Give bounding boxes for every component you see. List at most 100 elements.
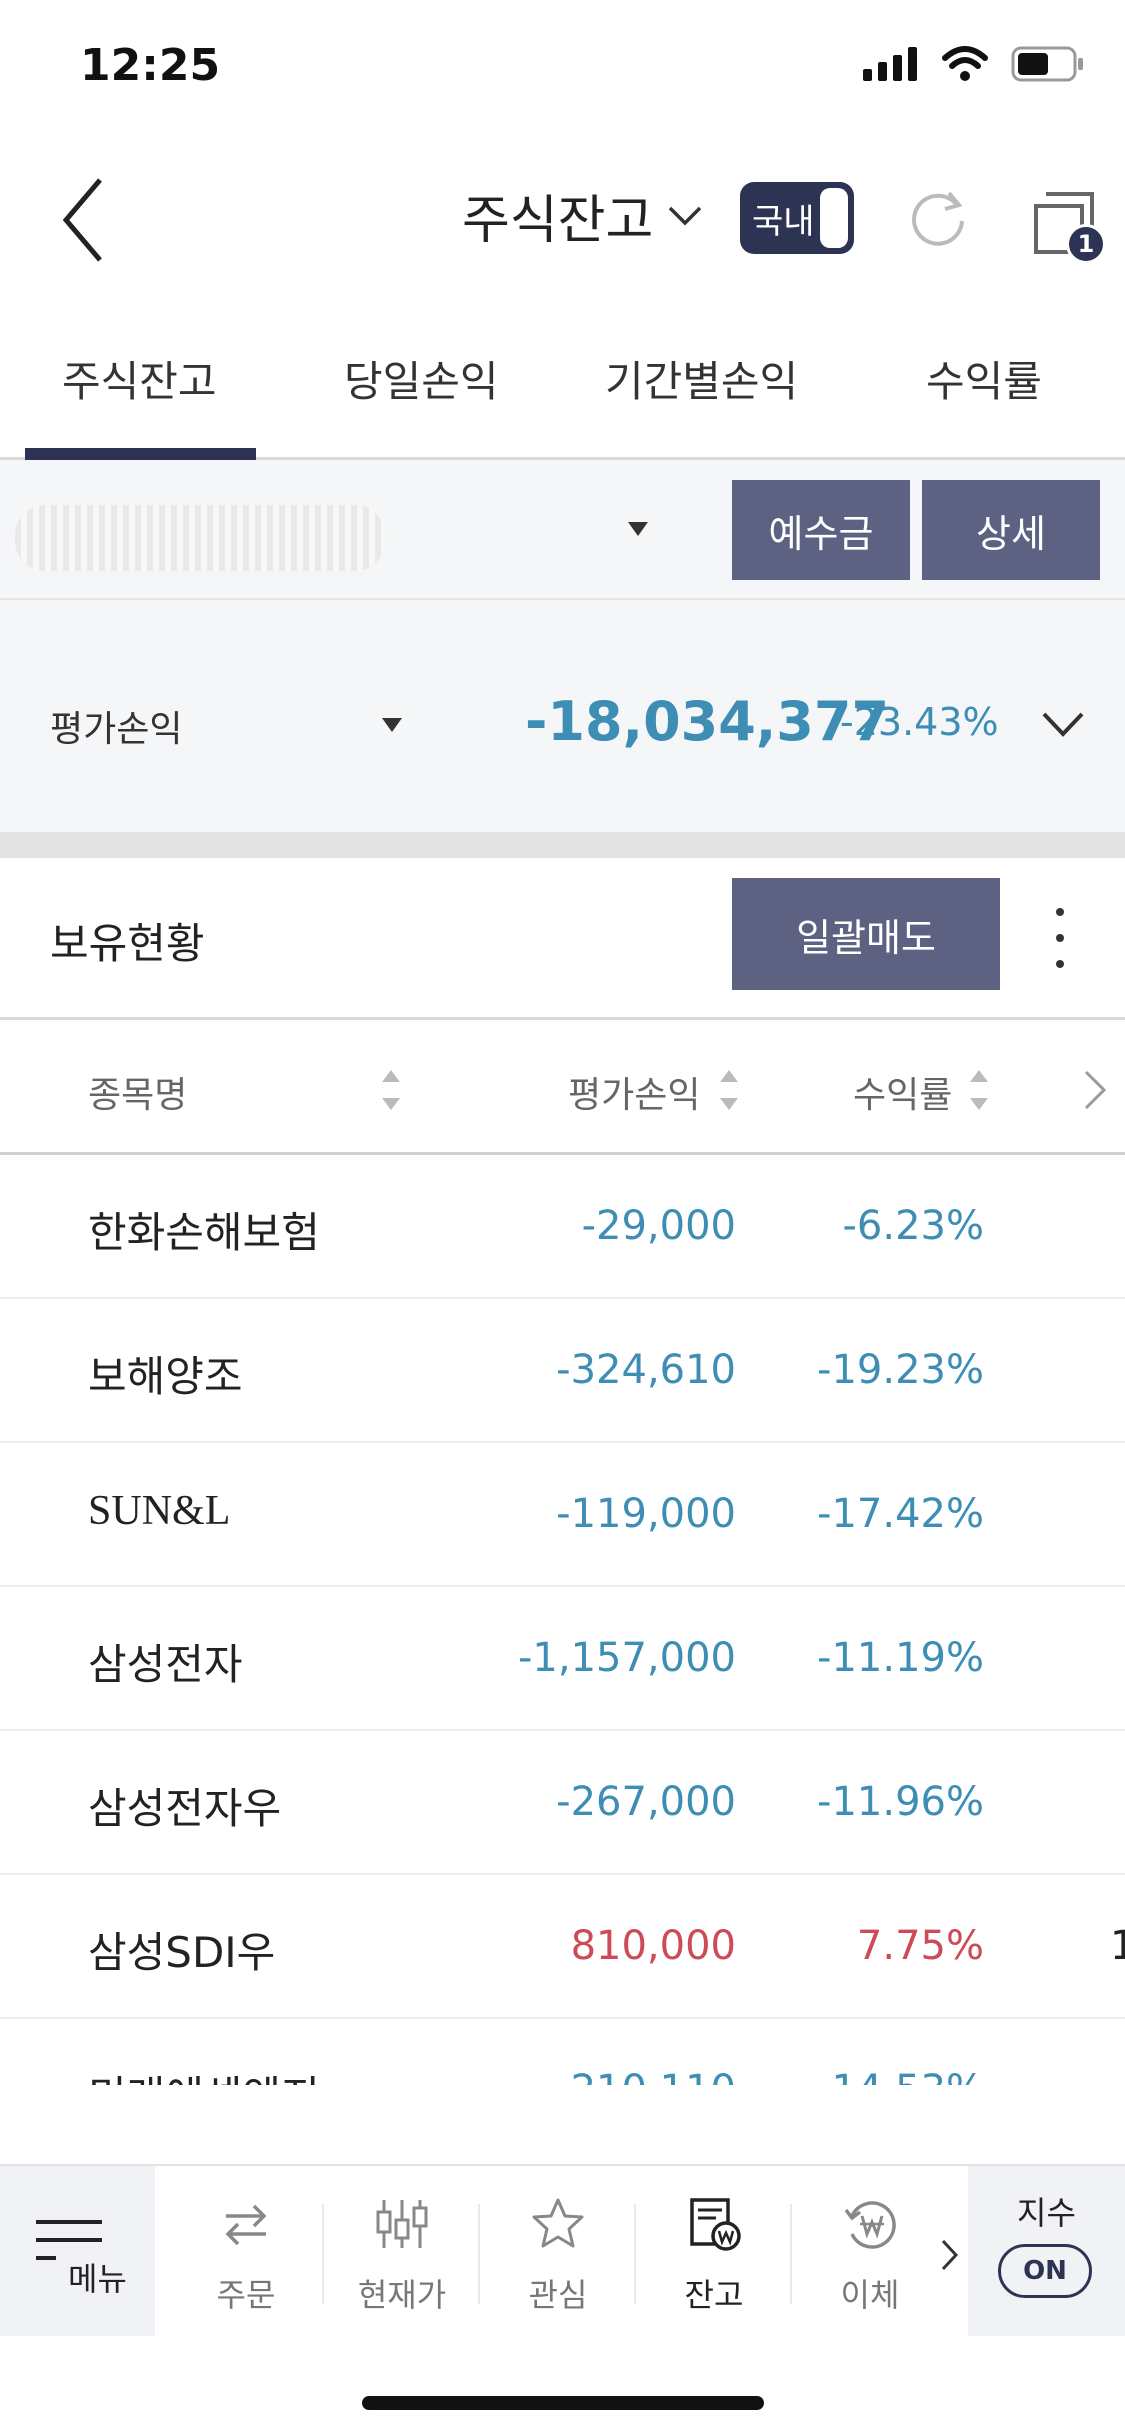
holdings-title: 보유현황 (50, 919, 205, 968)
table-row[interactable]: 미래에셋엔지 -210,110 -14.53% (0, 2019, 1125, 2085)
holdings-list: 한화손해보험 -29,000 -6.23% 보해양조 -324,610 -19.… (0, 1155, 1125, 2085)
stock-pl: -1,157,000 (517, 1635, 736, 1681)
table-row[interactable]: 삼성전자 -1,157,000 -11.19% (0, 1587, 1125, 1731)
stock-rate: -17.42% (817, 1491, 984, 1537)
stock-name: 한화손해보험 (88, 1208, 320, 1257)
tab-return-rate[interactable]: 수익률 (926, 357, 1042, 406)
signal-icon (863, 47, 917, 81)
nav-transfer[interactable]: 이체 (792, 2166, 948, 2336)
nav-separator (634, 2204, 636, 2304)
battery-icon (1011, 46, 1083, 82)
swap-icon (225, 2204, 267, 2246)
tab-period-pl[interactable]: 기간별손익 (605, 357, 799, 406)
index-toggle-button[interactable]: ON (998, 2244, 1092, 2298)
nav-watchlist[interactable]: 관심 (480, 2166, 636, 2336)
deposit-button[interactable]: 예수금 (732, 480, 910, 580)
stock-name: SUN&L (88, 1488, 231, 1534)
sort-name-icon[interactable] (382, 1070, 400, 1110)
market-toggle-label: 국내 (752, 201, 815, 242)
back-button[interactable] (50, 170, 120, 270)
chevron-down-icon (669, 206, 702, 225)
pl-summary: 평가손익 -18,034,377 -23.43% (0, 600, 1125, 832)
page-title: 주식잔고 (462, 191, 654, 251)
table-row[interactable]: SUN&L -119,000 -17.42% (0, 1443, 1125, 1587)
column-name[interactable]: 종목명 (88, 1075, 188, 1116)
nav-more-chevron-icon[interactable] (940, 2238, 960, 2272)
nav-order[interactable]: 주문 (168, 2166, 324, 2336)
detail-button[interactable]: 상세 (922, 480, 1100, 580)
menu-label: 메뉴 (68, 2260, 127, 2298)
window-list-button[interactable]: 1 (1030, 188, 1106, 264)
bottom-nav: 메뉴 주문 현재가 관심 (0, 2164, 1125, 2336)
chevron-right-icon[interactable] (1080, 1068, 1110, 1112)
summary-dropdown-icon[interactable] (382, 718, 402, 732)
header: 주식잔고 국내 1 (0, 140, 1125, 300)
stock-rate: 7.75% (856, 1923, 984, 1969)
stock-rate: -19.23% (817, 1347, 984, 1393)
active-tab-indicator (25, 448, 256, 460)
stock-pl: -267,000 (556, 1779, 736, 1825)
toggle-knob (820, 188, 848, 248)
summary-label[interactable]: 평가손익 (50, 709, 183, 750)
nav-current-price[interactable]: 현재가 (324, 2166, 480, 2336)
status-bar: 12:25 (0, 0, 1125, 140)
stock-rate: -11.19% (817, 1635, 984, 1681)
stock-rate: -11.96% (817, 1779, 984, 1825)
index-label: 지수 (1017, 2194, 1076, 2232)
tab-stock-balance[interactable]: 주식잔고 (62, 357, 217, 406)
sort-pl-icon[interactable] (720, 1070, 738, 1110)
table-row[interactable]: 한화손해보험 -29,000 -6.23% (0, 1155, 1125, 1299)
nav-separator (322, 2204, 324, 2304)
star-icon (532, 2198, 584, 2248)
summary-value: -18,034,377 (525, 690, 890, 753)
more-options-icon[interactable] (1048, 908, 1072, 968)
table-row[interactable]: 삼성전자우 -267,000 -11.96% (0, 1731, 1125, 1875)
stock-name: 미래에셋엔지 (88, 2063, 320, 2085)
stock-name: 삼성전자우 (88, 1784, 282, 1833)
stock-pl: -119,000 (556, 1491, 736, 1537)
nav-transfer-label: 이체 (840, 2276, 900, 2314)
table-row[interactable]: 보해양조 -324,610 -19.23% (0, 1299, 1125, 1443)
window-count-badge: 1 (1066, 224, 1106, 264)
table-row[interactable]: 삼성SDI우 810,000 7.75% 1 (0, 1875, 1125, 2019)
status-time: 12:25 (80, 40, 221, 91)
section-divider (0, 832, 1125, 858)
transfer-won-icon (844, 2201, 896, 2249)
candlestick-icon (376, 2200, 428, 2248)
column-pl[interactable]: 평가손익 (568, 1075, 701, 1116)
nav-order-label: 주문 (216, 2276, 276, 2314)
sort-rate-icon[interactable] (970, 1070, 988, 1110)
holdings-header: 보유현황 일괄매도 (0, 858, 1125, 1020)
tab-bar: 주식잔고 당일손익 기간별손익 수익률 (0, 300, 1125, 460)
expand-chevron-icon[interactable] (1040, 704, 1086, 744)
stock-pl: -210,110 (556, 2067, 736, 2085)
wifi-icon (942, 46, 988, 81)
stock-name: 보해양조 (88, 1352, 243, 1401)
stock-name: 삼성SDI우 (88, 1928, 276, 1977)
account-dropdown-icon[interactable] (628, 522, 648, 536)
stock-pl: -324,610 (556, 1347, 736, 1393)
stock-name: 삼성전자 (88, 1640, 243, 1689)
refresh-icon[interactable] (905, 185, 971, 251)
summary-rate: -23.43% (840, 700, 999, 744)
title-dropdown[interactable]: 주식잔고 (462, 178, 703, 253)
stock-rate: -14.53% (817, 2067, 984, 2085)
index-toggle-panel: 지수 ON (968, 2166, 1125, 2336)
stock-rate: -6.23% (842, 1203, 984, 1249)
stock-extra: 1 (1110, 1923, 1125, 1969)
nav-separator (790, 2204, 792, 2304)
home-indicator[interactable] (362, 2396, 764, 2410)
market-toggle[interactable]: 국내 (740, 182, 854, 254)
hamburger-icon (36, 2220, 102, 2260)
nav-balance[interactable]: 잔고 (636, 2166, 792, 2336)
nav-balance-label: 잔고 (684, 2276, 744, 2314)
nav-separator (478, 2204, 480, 2304)
tab-daily-pl[interactable]: 당일손익 (344, 357, 499, 406)
account-row: 예수금 상세 (0, 460, 1125, 600)
account-number-redacted[interactable] (15, 505, 385, 571)
status-icons (863, 46, 1085, 82)
menu-button[interactable]: 메뉴 (0, 2166, 155, 2336)
nav-current-price-label: 현재가 (357, 2276, 447, 2314)
column-rate[interactable]: 수익률 (853, 1075, 953, 1116)
sell-all-button[interactable]: 일괄매도 (732, 878, 1000, 990)
